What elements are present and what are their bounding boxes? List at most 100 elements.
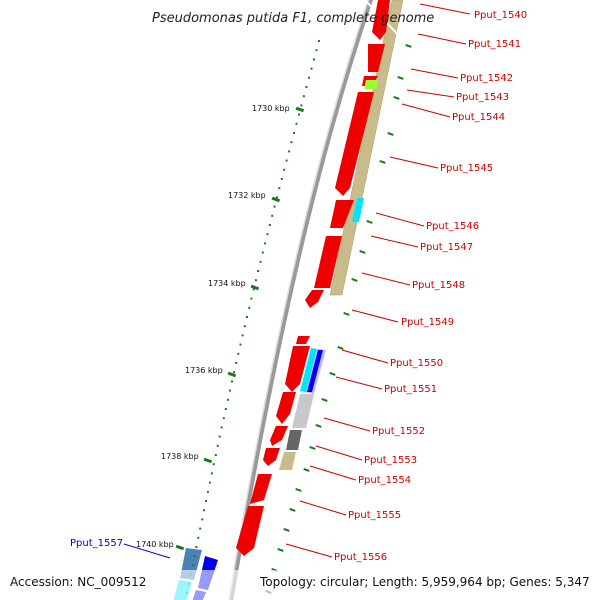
tick-dot — [248, 306, 251, 309]
tick-dash — [329, 372, 336, 376]
leader-line-blue — [123, 543, 171, 559]
tick-dash — [343, 312, 350, 316]
gene-track-lower — [279, 452, 296, 470]
tick-dot — [298, 113, 300, 116]
gene-label[interactable]: Pput_1554 — [358, 475, 411, 486]
ticks-outer — [186, 40, 320, 594]
cds-arrow — [314, 236, 342, 288]
tick-dot — [214, 454, 217, 456]
kbp-label: 1732 kbp — [228, 191, 266, 200]
gene-label[interactable]: Pput_1546 — [426, 221, 479, 232]
tick-dot — [288, 150, 291, 153]
tick-dash — [337, 345, 344, 350]
tick-dot — [310, 67, 313, 70]
gene-label[interactable]: Pput_1545 — [440, 163, 493, 174]
gene-label[interactable]: Pput_1557 — [70, 538, 123, 549]
kbp-label: 1730 kbp — [252, 104, 290, 113]
tick-dot — [228, 389, 231, 392]
gene-label[interactable]: Pput_1555 — [348, 510, 401, 521]
tick-dot — [254, 279, 257, 282]
tick-dot — [212, 463, 215, 466]
kbp-tick-mark — [227, 371, 237, 378]
cds-arrow — [368, 44, 385, 72]
tick-dot — [197, 536, 200, 539]
cds-arrow — [372, 0, 390, 40]
tick-dot — [199, 527, 202, 530]
genome-backbone-highlight — [228, 0, 370, 600]
tick-dash — [393, 95, 400, 100]
cds-arrow — [335, 92, 374, 196]
kbp-label: 1734 kbp — [208, 279, 246, 288]
tick-dot — [218, 435, 221, 438]
kbp-tick-mark — [295, 106, 305, 113]
gene-label[interactable]: Pput_1552 — [372, 426, 425, 437]
tick-dot — [237, 352, 240, 355]
genome-backbone — [228, 0, 373, 600]
tick-dot — [250, 297, 253, 300]
tick-dot — [239, 343, 242, 346]
gene-label[interactable]: Pput_1544 — [452, 112, 505, 123]
gene-label[interactable]: Pput_1548 — [412, 280, 465, 291]
tick-dot — [246, 316, 248, 318]
gene-label[interactable]: Pput_1551 — [384, 384, 437, 395]
tick-dot — [300, 104, 303, 107]
topology-text: Topology: circular; Length: 5,959,964 bp… — [259, 575, 590, 589]
tick-dot — [293, 132, 295, 134]
tick-dot — [266, 233, 269, 236]
tick-dot — [264, 242, 267, 245]
tick-dash — [397, 75, 404, 80]
tick-dot — [233, 371, 236, 374]
tick-dash — [277, 547, 284, 552]
feature-cyan — [352, 198, 364, 222]
feature-cyan — [300, 348, 317, 392]
tick-dot — [224, 408, 227, 410]
tick-dot — [261, 251, 264, 254]
cds-arrow — [263, 448, 280, 466]
kbp-tick-mark — [250, 284, 260, 291]
cds-arrow — [296, 336, 310, 344]
gene-label[interactable]: Pput_1549 — [401, 317, 454, 328]
gene-label[interactable]: Pput_1543 — [456, 92, 509, 103]
tick-dot — [195, 546, 198, 548]
feature-grey-dark — [286, 430, 302, 450]
kbp-label: 1738 kbp — [161, 452, 199, 461]
tick-dash — [379, 159, 386, 164]
gene-label[interactable]: Pput_1542 — [460, 73, 513, 84]
tick-dot — [226, 398, 229, 401]
gene-label[interactable]: Pput_1540 — [474, 10, 527, 21]
tick-dot — [290, 141, 293, 144]
tick-dot — [241, 334, 244, 337]
tick-dot — [313, 58, 315, 61]
gene-label[interactable]: Pput_1556 — [334, 552, 387, 563]
cds-arrow — [250, 474, 272, 504]
tick-dot — [283, 168, 286, 171]
tick-dash — [309, 446, 316, 450]
tick-dot — [208, 481, 211, 484]
gene-label[interactable]: Pput_1547 — [420, 242, 473, 253]
tick-dot — [318, 40, 320, 42]
tick-dot — [252, 288, 255, 291]
kbp-tick-mark — [175, 544, 185, 551]
gene-track-upper — [329, 0, 404, 296]
tick-dot — [222, 417, 225, 420]
tick-dot — [203, 509, 206, 512]
gene-label[interactable]: Pput_1541 — [468, 39, 521, 50]
tick-dash — [321, 397, 328, 402]
tick-dot — [220, 426, 223, 429]
tick-dot — [201, 518, 204, 521]
cds-arrow — [305, 290, 324, 308]
gene-label[interactable]: Pput_1550 — [390, 358, 443, 369]
tick-dot — [216, 444, 219, 447]
tick-dot — [278, 187, 281, 190]
cds-arrow — [330, 200, 354, 228]
map-title: Pseudomonas putida F1, complete genome — [152, 11, 434, 26]
cds-arrow — [236, 506, 264, 556]
tick-dash — [387, 132, 394, 136]
tick-dash — [295, 487, 302, 492]
feature-lime — [364, 80, 378, 89]
gene-label[interactable]: Pput_1553 — [364, 455, 417, 466]
tick-dot — [257, 270, 260, 272]
tick-dot — [275, 196, 278, 199]
tick-dot — [206, 490, 209, 493]
